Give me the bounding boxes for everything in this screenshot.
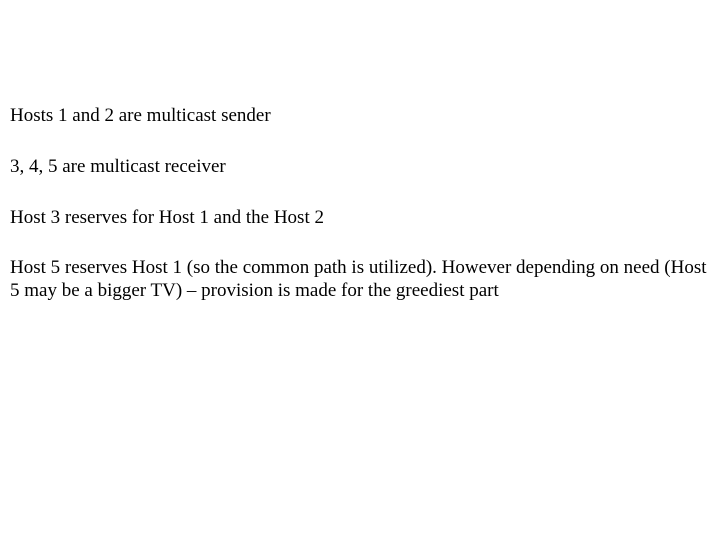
paragraph-host3-reservation: Host 3 reserves for Host 1 and the Host …	[10, 207, 710, 230]
paragraph-receivers: 3, 4, 5 are multicast receiver	[10, 156, 710, 179]
paragraph-senders: Hosts 1 and 2 are multicast sender	[10, 105, 710, 128]
document-page: Hosts 1 and 2 are multicast sender 3, 4,…	[0, 0, 720, 303]
paragraph-host5-reservation: Host 5 reserves Host 1 (so the common pa…	[10, 257, 710, 303]
